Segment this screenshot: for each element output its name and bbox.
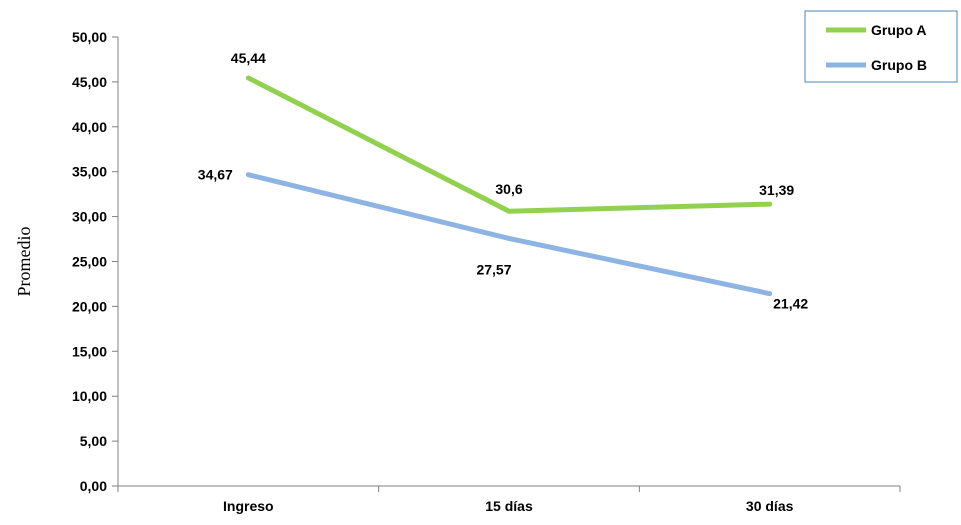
y-tick-label: 50,00 [72, 29, 107, 45]
y-tick-label: 15,00 [72, 343, 107, 359]
data-label: 45,44 [231, 50, 266, 66]
y-tick-label: 35,00 [72, 164, 107, 180]
y-tick-label: 20,00 [72, 298, 107, 314]
y-axis-label: Promedio [14, 227, 34, 297]
series-line-grupo-a [245, 75, 773, 214]
y-tick-label: 30,00 [72, 209, 107, 225]
legend-box [804, 10, 958, 83]
legend: Grupo A Grupo B [804, 10, 958, 83]
series-line-grupo-b [245, 172, 773, 297]
data-label: 21,42 [773, 296, 808, 312]
y-tick-label: 5,00 [80, 433, 107, 449]
legend-label: Grupo A [871, 22, 926, 38]
y-ticks: 0,00 5,00 10,00 15,00 20,00 25,00 30,00 35,00 40… [72, 29, 118, 494]
x-ticks: Ingreso 15 días 30 días [117, 486, 901, 514]
data-label: 34,67 [198, 167, 233, 183]
y-tick-label: 45,00 [72, 74, 107, 90]
x-tick-label: Ingreso [223, 498, 274, 514]
x-tick-label: 30 días [746, 498, 794, 514]
data-label: 27,57 [476, 261, 511, 277]
y-tick-label: 25,00 [72, 254, 107, 270]
y-tick-label: 10,00 [72, 388, 107, 404]
series-layer: 45,44 30,6 31,39 34,67 27,57 21,42 [198, 50, 809, 312]
data-label: 30,6 [495, 181, 522, 197]
y-tick-label: 0,00 [80, 478, 107, 494]
y-tick-label: 40,00 [72, 119, 107, 135]
data-label: 31,39 [759, 182, 794, 198]
legend-label: Grupo B [871, 57, 927, 73]
x-tick-label: 15 días [485, 498, 533, 514]
